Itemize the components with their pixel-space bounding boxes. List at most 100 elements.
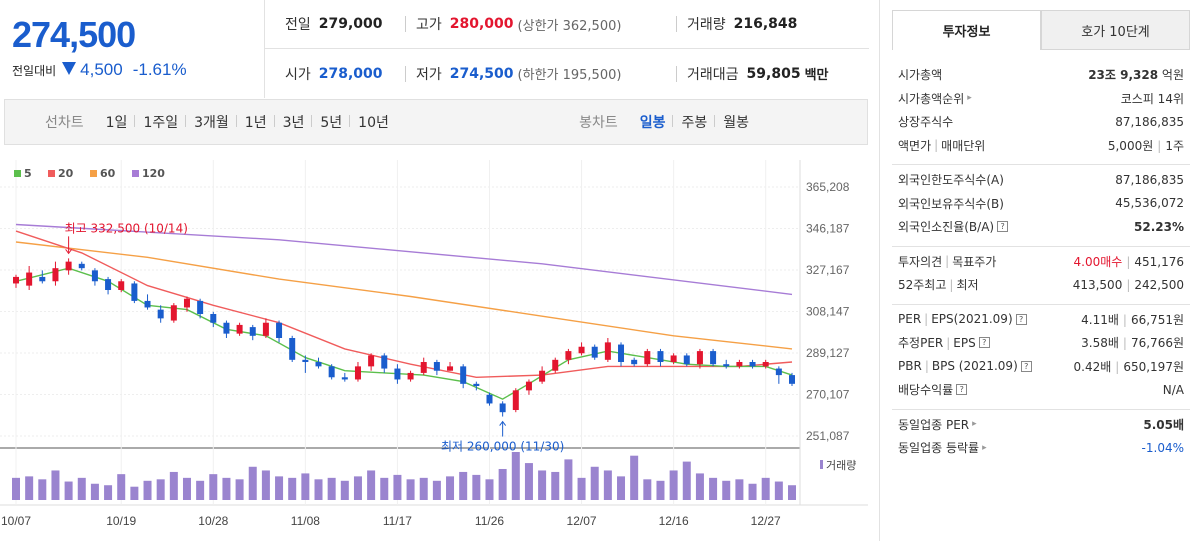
info-key-text: 동일업종 등락률 (898, 441, 980, 456)
info-section: PER | EPS(2021.09)? 4.11배 | 66,751원 추정PER | EPS?… (892, 305, 1190, 410)
change-rate: -1.61% (132, 60, 187, 79)
info-value-text: 650,197원 (1123, 359, 1184, 374)
info-key-text: 최저 (956, 278, 979, 293)
volume-bar (90, 483, 99, 500)
period-line-4[interactable]: 3년 (273, 112, 313, 132)
volume-bar (419, 477, 428, 500)
period-candle-2[interactable]: 월봉 (714, 112, 757, 132)
info-value-text: 억원 (1161, 68, 1184, 83)
legend-swatch (90, 170, 97, 177)
volume-bar (682, 461, 691, 500)
info-row: 액면가 | 매매단위 5,000원 | 1주 (892, 134, 1190, 158)
info-key-text: 동일업종 PER (898, 417, 970, 432)
help-icon[interactable]: ? (1020, 360, 1032, 372)
high: 고가 280,000 (상한가 362,500) (416, 14, 666, 34)
info-value-text: 3.58배 (1081, 336, 1119, 351)
lower-limit: (하한가 195,500) (517, 68, 622, 83)
help-icon[interactable]: ? (1015, 313, 1027, 325)
arrow-right-icon[interactable]: ▸ (982, 442, 987, 453)
info-row: 52주최고 | 최저 413,500 | 242,500 (892, 273, 1190, 297)
info-key-text: 액면가 (898, 138, 932, 153)
volume-bar (551, 471, 560, 500)
candle-body (460, 366, 467, 384)
period-line-6[interactable]: 10년 (349, 112, 397, 132)
volume-bar (248, 466, 257, 500)
info-key-text: 매매단위 (941, 138, 986, 153)
high-annotation: 최고 332,500 (10/14) (65, 221, 188, 235)
volume-bar (301, 473, 310, 500)
divider: | (1126, 277, 1131, 292)
volume-bar (327, 477, 336, 500)
period-line-3[interactable]: 1년 (235, 112, 275, 132)
info-key: 52주최고 | 최저 (898, 276, 979, 293)
info-value-text: 76,766원 (1130, 336, 1184, 351)
stock-chart[interactable]: 365,208 346,187 327,167 308,147 289,127 270,1… (0, 160, 868, 541)
period-line-5[interactable]: 5년 (311, 112, 350, 132)
volume-bar (406, 479, 415, 500)
period-line-1[interactable]: 1주일 (134, 112, 186, 132)
info-key: 동일업종 PER ▸ (898, 416, 977, 433)
high-label: 고가 (416, 17, 442, 33)
arrow-right-icon[interactable]: ▸ (972, 419, 977, 430)
info-section: 투자의견 | 목표주가 4.00매수 | 451,176 52주최고 | 최저 413,500 | 2… (892, 247, 1190, 305)
info-key-text: 목표주가 (952, 254, 997, 269)
y-tick-label: 251,087 (806, 429, 850, 443)
info-value-text: 66,751원 (1130, 312, 1184, 327)
divider: | (949, 277, 954, 292)
legend-label: 5 (24, 167, 32, 180)
period-candle-1[interactable]: 주봉 (672, 112, 715, 132)
info-key: 외국인소진율(B/A)? (898, 218, 1009, 235)
tab-hoga[interactable]: 호가 10단계 (1041, 10, 1190, 50)
volume-bar (275, 476, 284, 500)
candle-body (775, 368, 782, 376)
candle-body (657, 351, 664, 363)
candle-body (552, 359, 559, 371)
arrow-right-icon[interactable]: ▸ (967, 93, 972, 104)
help-icon[interactable]: ? (956, 384, 968, 396)
candle-body (696, 351, 703, 365)
info-value-text: 87,186,835 (1115, 114, 1184, 129)
candle-body (381, 355, 388, 369)
help-icon[interactable]: ? (978, 337, 990, 349)
period-line-0[interactable]: 1일 (105, 115, 128, 131)
volume-legend-swatch (820, 460, 823, 469)
y-tick-label: 289,127 (806, 346, 850, 360)
info-key: 시가총액 (898, 66, 942, 83)
divider: | (1157, 138, 1162, 153)
candle-body (565, 351, 572, 360)
info-value-text: 451,176 (1134, 254, 1184, 269)
volume-bar (143, 480, 152, 500)
info-key-text: PBR (898, 359, 922, 374)
x-tick-label: 10/07 (1, 514, 31, 528)
candle-body (249, 327, 256, 336)
candle-body (236, 324, 243, 334)
info-key-text: PER (898, 312, 922, 327)
candle-body (341, 377, 348, 380)
trade-value-label: 거래대금 (687, 66, 739, 83)
candle-body (433, 362, 440, 371)
candle-chart-label: 봉차트 (579, 115, 618, 131)
volume-bar (117, 474, 126, 500)
high-value: 280,000 (449, 16, 514, 32)
help-icon[interactable]: ? (997, 221, 1009, 233)
tab-invest-info[interactable]: 투자정보 (892, 10, 1041, 50)
line-chart-label: 선차트 (45, 115, 84, 131)
candle-body (394, 368, 401, 380)
volume-bar (314, 479, 323, 500)
candle-body (223, 322, 230, 334)
info-value: 코스피 14위 (1121, 90, 1184, 107)
x-tick-label: 12/16 (659, 514, 689, 528)
period-candle-0[interactable]: 일봉 (639, 115, 666, 131)
legend-label: 60 (100, 167, 116, 180)
info-panel: 투자정보 호가 10단계 시가총액 23조 9,328 억원 시가총액순위 ▸ 코스피 … (879, 0, 1199, 541)
divider: | (1126, 254, 1131, 269)
info-key-text: 외국인보유주식수(B) (898, 196, 1004, 211)
info-key-text: 52주최고 (898, 278, 947, 293)
low-arrow-head (499, 420, 507, 426)
info-value: 87,186,835 (1115, 115, 1184, 129)
info-value-text: 242,500 (1134, 277, 1184, 292)
candle-body (407, 372, 414, 380)
info-value: 0.42배 | 650,197원 (1074, 358, 1184, 375)
info-row: 상장주식수 87,186,835 (892, 110, 1190, 134)
period-line-2[interactable]: 3개월 (185, 112, 237, 132)
